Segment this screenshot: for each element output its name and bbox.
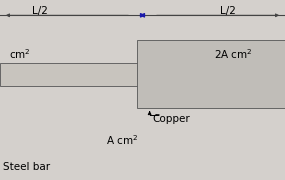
Text: L/2: L/2 — [32, 6, 48, 16]
Text: 2A cm$^2$: 2A cm$^2$ — [214, 47, 253, 61]
Bar — [137, 40, 285, 108]
Text: L/2: L/2 — [220, 6, 236, 16]
Text: A cm$^2$: A cm$^2$ — [107, 134, 139, 147]
Text: cm$^2$: cm$^2$ — [9, 47, 30, 61]
Text: Copper: Copper — [152, 114, 190, 124]
Text: Steel bar: Steel bar — [3, 162, 50, 172]
Bar — [0, 63, 285, 86]
